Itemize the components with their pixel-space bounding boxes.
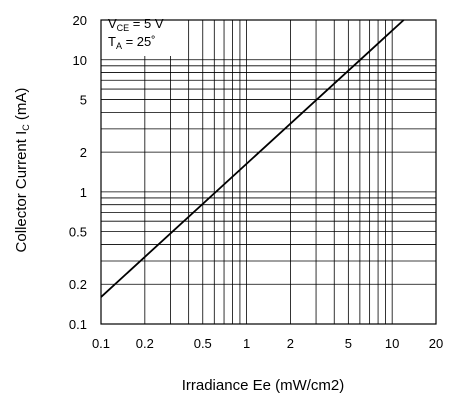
grid [101, 20, 436, 324]
annotation-ta: TA = 25˚ [108, 34, 156, 51]
annotation-vce-rest: = 5 V [129, 16, 164, 31]
y-tick-label: 1 [80, 185, 87, 200]
x-tick-label: 5 [345, 336, 352, 351]
series-layer [101, 20, 404, 297]
y-tick-label: 0.5 [69, 225, 87, 240]
x-tick-label: 1 [243, 336, 250, 351]
x-axis-label: Irradiance Ee (mW/cm2) [182, 377, 345, 394]
x-tick-label: 0.1 [92, 336, 110, 351]
tick-labels: 0.1 0.2 0.5 1 2 5 10 20 0.1 0.2 0.5 1 2 5 10 20 [69, 13, 443, 351]
x-tick-label: 0.2 [136, 336, 154, 351]
x-tick-label: 20 [429, 336, 443, 351]
series-line [101, 20, 404, 297]
x-tick-label: 2 [287, 336, 294, 351]
annotation-vce-main: V [108, 16, 117, 31]
y-axis-label-main: Collector Current I [13, 131, 30, 253]
y-axis-label: Collector Current IC (mA) [13, 88, 31, 253]
y-tick-label: 2 [80, 145, 87, 160]
annotation-vce-sub: CE [117, 23, 130, 33]
x-tick-label: 10 [385, 336, 399, 351]
y-axis-label-unit: (mA) [13, 88, 30, 125]
y-tick-label: 5 [80, 93, 87, 108]
y-tick-label: 20 [73, 13, 87, 28]
x-tick-label: 0.5 [194, 336, 212, 351]
annotation-vce: VCE = 5 V [108, 16, 164, 33]
annotation-ta-main: T [108, 34, 116, 49]
y-tick-label: 0.1 [69, 317, 87, 332]
y-tick-label: 10 [73, 53, 87, 68]
annotation-ta-rest: = 25˚ [122, 34, 156, 49]
y-tick-label: 0.2 [69, 277, 87, 292]
